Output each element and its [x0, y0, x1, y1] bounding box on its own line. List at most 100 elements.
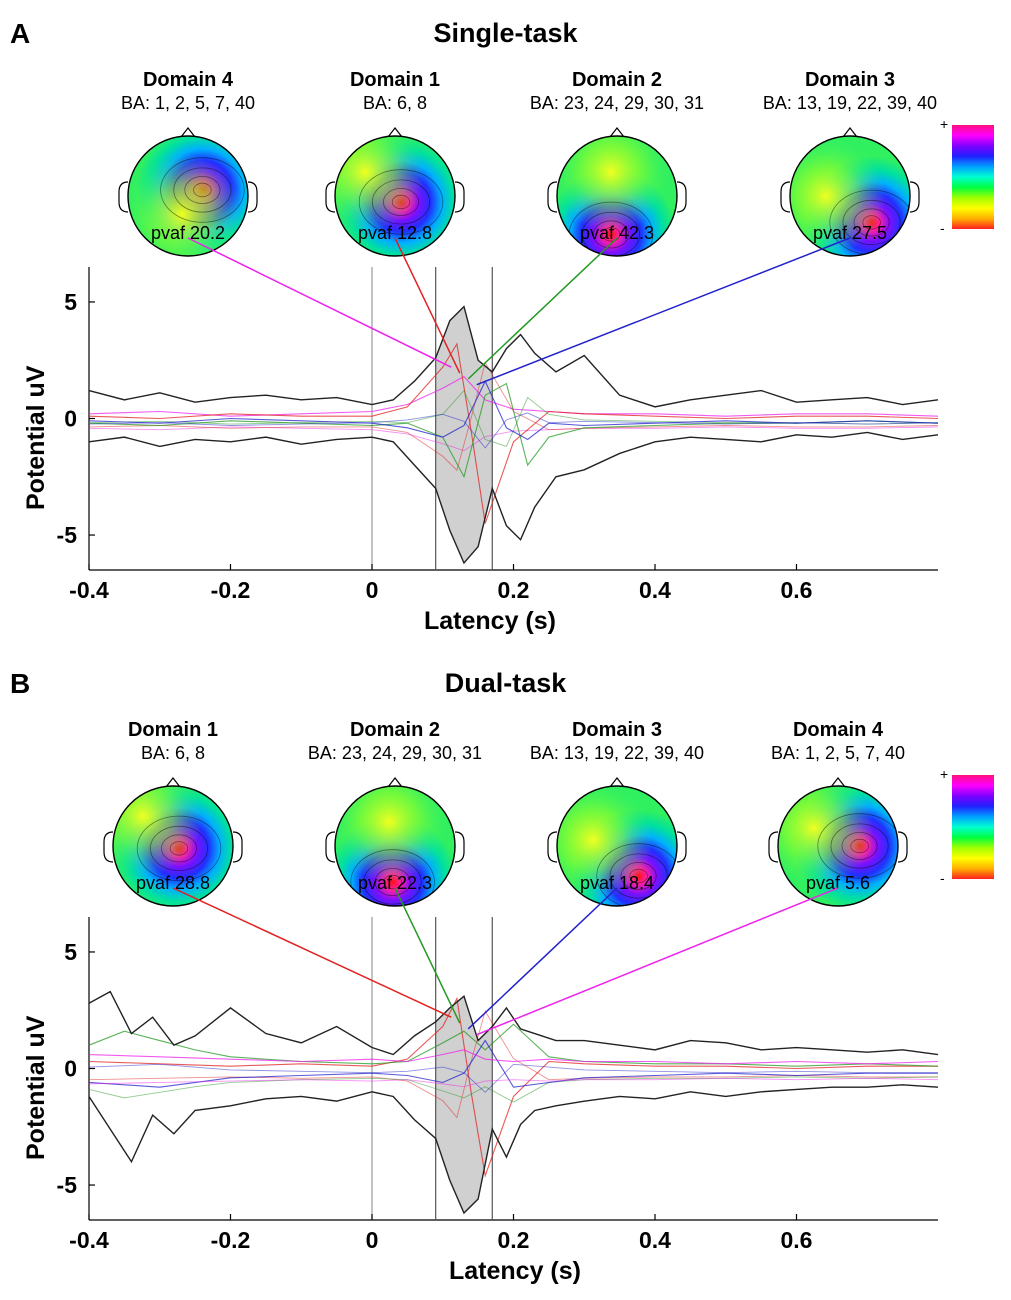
envelope-upper-line — [88, 990, 939, 1056]
domain-ba: BA: 23, 24, 29, 30, 31 — [529, 93, 705, 113]
domain-topomap: Domain 4 BA: 1, 2, 5, 7, 40 pvaf 20.2 — [68, 68, 308, 257]
domain-name: Domain 3 — [804, 69, 896, 91]
series-line — [88, 375, 939, 417]
domain-topomap: Domain 1 BA: 6, 8 pvaf 12.8 — [275, 68, 515, 257]
series-line — [88, 1023, 939, 1067]
y-tick-label: 0 — [64, 406, 77, 432]
domain-topomap: Domain 1 BA: 6, 8 pvaf 28.8 — [53, 718, 293, 907]
scalp-map — [325, 777, 465, 907]
y-tick-label: -5 — [57, 1172, 78, 1198]
series-line — [88, 1049, 939, 1065]
colorbar — [952, 775, 994, 879]
x-tick-label: -0.2 — [211, 577, 251, 603]
domain-name: Domain 2 — [349, 719, 441, 741]
series-band-line — [88, 389, 939, 448]
x-axis-label: Latency (s) — [424, 607, 556, 635]
x-tick-label: -0.2 — [211, 1227, 251, 1253]
colorbar — [952, 125, 994, 229]
domain-ba: BA: 1, 2, 5, 7, 40 — [120, 93, 256, 113]
domain-topomap: Domain 4 BA: 1, 2, 5, 7, 40 pvaf 5.6 — [718, 718, 958, 907]
domain-name: Domain 3 — [571, 719, 663, 741]
x-tick-label: 0.4 — [639, 1227, 671, 1253]
domain-ba: BA: 6, 8 — [140, 743, 206, 763]
domain-connector-line — [467, 237, 618, 380]
panel-title: Dual-task — [0, 668, 1011, 699]
domain-name: Domain 4 — [792, 719, 884, 741]
domain-name: Domain 4 — [142, 69, 234, 91]
scalp-map — [780, 127, 920, 257]
domain-connector-line — [476, 237, 851, 386]
erp-plot: -0.4 -0.2 0 0.2 0.4 0.6 5 0 -5 — [57, 887, 939, 1253]
x-tick-label: 0.2 — [498, 1227, 530, 1253]
series-band-line — [88, 361, 939, 472]
domain-name: Domain 1 — [349, 69, 441, 91]
scalp-map — [118, 127, 258, 257]
y-tick-label: 5 — [64, 939, 77, 965]
colorbar-minus: - — [940, 220, 945, 236]
scalp-map — [547, 777, 687, 907]
y-tick-label: 0 — [64, 1056, 77, 1082]
domain-pvaf: pvaf 20.2 — [150, 223, 226, 243]
panel-title: Single-task — [0, 18, 1011, 49]
x-tick-label: -0.4 — [69, 1227, 109, 1253]
domain-connector-line — [187, 237, 452, 368]
domain-ba: BA: 6, 8 — [362, 93, 428, 113]
scalp-map — [103, 777, 243, 907]
domain-ba: BA: 13, 19, 22, 39, 40 — [529, 743, 705, 763]
shaded-window — [435, 996, 493, 1214]
domain-connector-line — [467, 887, 618, 1030]
domain-topomap: Domain 2 BA: 23, 24, 29, 30, 31 pvaf 22.… — [275, 718, 515, 907]
series-band-line — [88, 1076, 939, 1103]
domain-pvaf: pvaf 22.3 — [357, 873, 433, 893]
x-tick-label: 0 — [366, 1227, 379, 1253]
colorbar-minus: - — [940, 870, 945, 886]
domain-connector-line — [394, 887, 461, 1024]
series-line — [88, 1039, 938, 1088]
domain-ba: BA: 1, 2, 5, 7, 40 — [770, 743, 906, 763]
x-tick-label: 0 — [366, 577, 379, 603]
domain-pvaf: pvaf 27.5 — [812, 223, 888, 243]
x-tick-label: 0.6 — [781, 1227, 813, 1253]
shaded-window — [435, 306, 493, 564]
domain-topomap: Domain 2 BA: 23, 24, 29, 30, 31 pvaf 42.… — [497, 68, 737, 257]
colorbar-plus: + — [940, 116, 949, 132]
scalp-map — [325, 127, 465, 257]
x-axis-label: Latency (s) — [449, 1257, 581, 1285]
domain-topomap: Domain 3 BA: 13, 19, 22, 39, 40 pvaf 18.… — [497, 718, 737, 907]
scalp-map — [547, 127, 687, 257]
panel-letter: A — [10, 18, 31, 49]
series-line — [88, 996, 938, 1178]
panel-a: A Single-task Domain 4 BA: 1, 2, 5, 7, 4… — [0, 18, 1011, 635]
x-tick-label: 0.2 — [498, 577, 530, 603]
domain-pvaf: pvaf 42.3 — [579, 223, 655, 243]
x-tick-label: -0.4 — [69, 577, 109, 603]
series-band-line — [88, 426, 939, 452]
envelope-upper-line — [88, 305, 939, 408]
series-band-line — [88, 412, 939, 449]
x-tick-label: 0.6 — [781, 577, 813, 603]
series-band-line — [88, 1063, 938, 1093]
domain-name: Domain 1 — [127, 719, 219, 741]
erp-plot: -0.4 -0.2 0 0.2 0.4 0.6 5 0 -5 — [57, 237, 939, 603]
domain-ba: BA: 13, 19, 22, 39, 40 — [762, 93, 938, 113]
x-tick-label: 0.4 — [639, 577, 671, 603]
panel-letter: B — [10, 668, 31, 699]
domain-connector-line — [476, 887, 839, 1036]
series-line — [88, 379, 939, 441]
series-band-line — [88, 1077, 939, 1088]
series-line — [88, 342, 939, 524]
domain-name: Domain 2 — [571, 69, 663, 91]
domain-pvaf: pvaf 12.8 — [357, 223, 433, 243]
envelope-lower-line — [88, 1084, 939, 1215]
panel-title-text: Dual-task — [444, 668, 567, 698]
domain-ba: BA: 23, 24, 29, 30, 31 — [307, 743, 483, 763]
y-tick-label: -5 — [57, 522, 78, 548]
domain-pvaf: pvaf 28.8 — [135, 873, 211, 893]
domain-connector-line — [172, 887, 452, 1018]
panel-b: B Dual-task Domain 1 BA: 6, 8 pvaf 28.8 … — [0, 650, 1011, 1300]
domain-topomap: Domain 3 BA: 13, 19, 22, 39, 40 pvaf 27.… — [730, 68, 970, 257]
scalp-map — [768, 777, 908, 907]
panel-title-text: Single-task — [433, 18, 578, 48]
series-band-line — [88, 1010, 938, 1119]
domain-pvaf: pvaf 18.4 — [579, 873, 655, 893]
